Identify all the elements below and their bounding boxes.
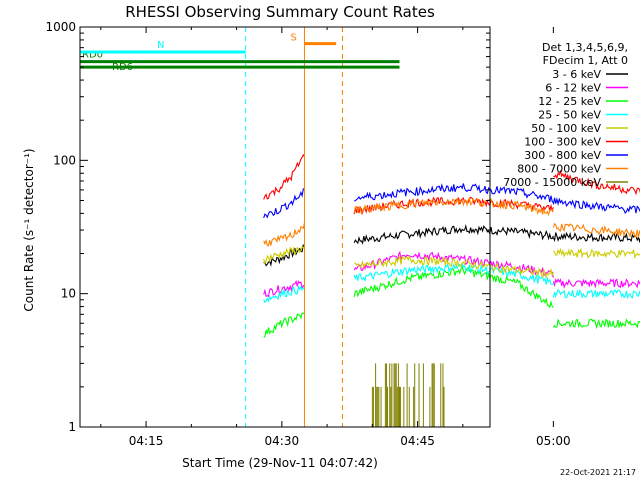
series-line — [353, 265, 554, 309]
legend-entry: 25 - 50 keV — [538, 109, 601, 122]
chart-title: RHESSI Observing Summary Count Rates — [125, 3, 435, 21]
series-line — [353, 196, 554, 217]
legend-header: FDecim 1, Att 0 — [543, 54, 628, 67]
series-line — [354, 183, 554, 204]
y-tick-label: 1000 — [45, 20, 76, 34]
series-line — [553, 247, 640, 259]
x-axis-label: Start Time (29-Nov-11 04:07:42) — [182, 456, 378, 470]
y-tick-label: 100 — [53, 153, 76, 167]
series-line — [552, 231, 640, 244]
legend-header: Det 1,3,4,5,6,9, — [542, 41, 628, 54]
legend-entry: 800 - 7000 keV — [517, 163, 601, 176]
series-line — [552, 222, 640, 239]
legend-entry: 7000 - 15000 keV — [503, 176, 601, 189]
series-line — [263, 222, 306, 247]
series-line — [353, 261, 554, 286]
series-line — [552, 288, 640, 300]
legend-entry: 50 - 100 keV — [531, 122, 601, 135]
series-line — [263, 312, 305, 338]
series-line — [552, 278, 640, 289]
plot-frame — [79, 26, 491, 428]
y-axis-label: Count Rate (s⁻¹ detector⁻¹) — [22, 148, 36, 311]
series-line — [552, 197, 640, 214]
series-line — [553, 169, 640, 196]
timestamp: 22-Oct-2021 21:17 — [560, 468, 636, 477]
series-line — [263, 153, 305, 200]
series-line — [353, 223, 554, 245]
flag-label: RD0 — [82, 50, 103, 61]
flag-label: RD6 — [112, 62, 133, 73]
legend-entry: 100 - 300 keV — [524, 136, 601, 149]
flag-label: N — [157, 40, 164, 51]
legend-entry: 3 - 6 keV — [552, 68, 601, 81]
y-tick-label: 1 — [68, 420, 76, 434]
series-line — [263, 285, 305, 304]
legend-entry: 300 - 800 keV — [524, 149, 601, 162]
series-line — [353, 255, 554, 279]
legend-entry: 12 - 25 keV — [538, 95, 601, 108]
series-line — [263, 244, 306, 267]
y-tick-label: 10 — [61, 287, 76, 301]
flag-label: S — [290, 33, 296, 44]
series-line — [263, 245, 305, 265]
series-line — [263, 279, 305, 298]
legend-entry: 6 - 12 keV — [545, 82, 601, 95]
x-tick-label: 04:45 — [400, 434, 435, 448]
x-tick-label: 04:30 — [265, 434, 300, 448]
series-line — [552, 318, 640, 330]
x-tick-label: 04:15 — [129, 434, 164, 448]
x-tick-label: 05:00 — [536, 434, 571, 448]
series-line — [263, 187, 305, 219]
